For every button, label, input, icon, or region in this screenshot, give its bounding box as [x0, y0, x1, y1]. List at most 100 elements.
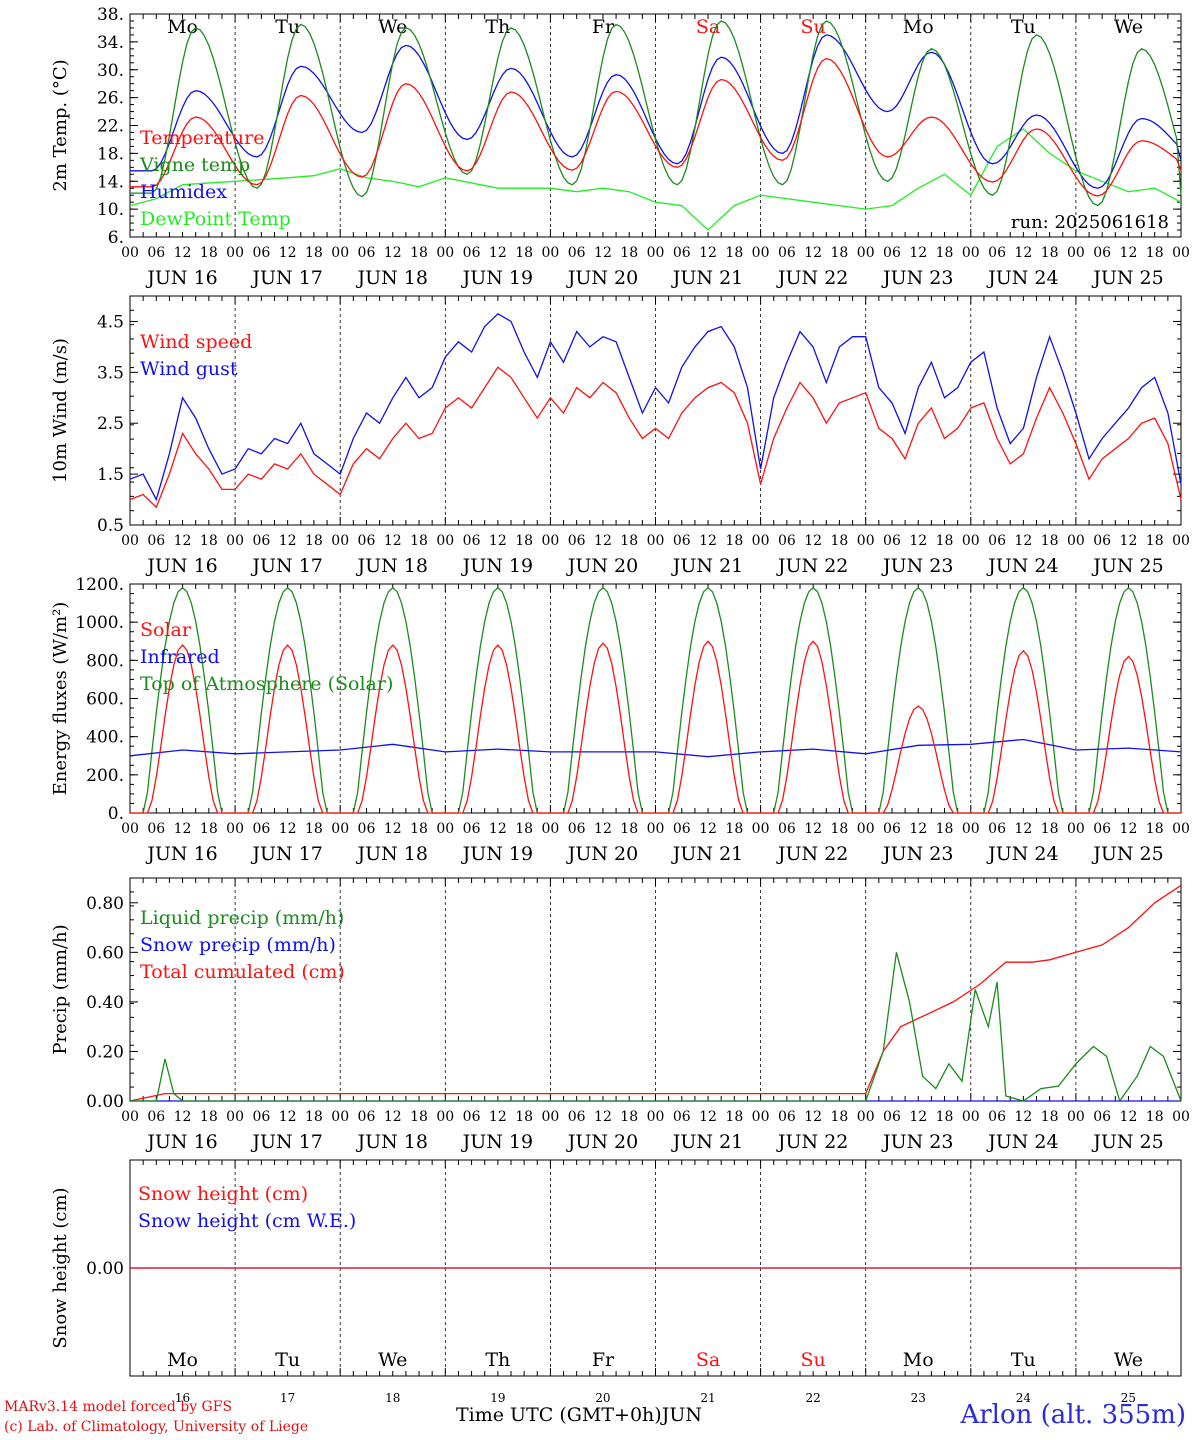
y-tick-label: 0. [108, 804, 124, 824]
hour-tick-label: 00 [752, 245, 770, 261]
day-label: JUN 24 [986, 843, 1058, 865]
hour-tick-label: 12 [909, 245, 927, 261]
hour-tick-label: 12 [1014, 821, 1032, 837]
day-label: JUN 24 [986, 555, 1058, 577]
hour-tick-label: 18 [305, 245, 323, 261]
hour-tick-label: 06 [147, 245, 165, 261]
hour-tick-label: 00 [331, 1109, 349, 1125]
series-line-vigne-temp [130, 20, 1182, 207]
day-label: JUN 23 [881, 267, 953, 289]
y-tick-label: 1200. [75, 575, 124, 595]
hour-tick-label: 12 [174, 245, 192, 261]
day-number-label: 23 [911, 1391, 926, 1405]
weekday-label: Su [801, 16, 826, 38]
hour-tick-label: 12 [909, 821, 927, 837]
legend-entry: DewPoint Temp [140, 208, 291, 230]
y-tick-label: 0.40 [86, 993, 124, 1013]
hour-tick-label: 00 [121, 821, 139, 837]
day-label: JUN 18 [356, 267, 428, 289]
hour-tick-label: 00 [1172, 821, 1190, 837]
y-tick-label: 14. [97, 172, 124, 192]
x-axis-title: Time UTC (GMT+0h) [456, 1404, 662, 1426]
hour-tick-label: 12 [489, 245, 507, 261]
hour-tick-label: 18 [936, 533, 954, 549]
hour-tick-label: 12 [279, 821, 297, 837]
hour-tick-label: 00 [857, 533, 875, 549]
hour-tick-label: 18 [1041, 245, 1059, 261]
weekday-label: Fr [592, 16, 615, 38]
hour-tick-label: 12 [909, 1109, 927, 1125]
hour-tick-label: 18 [305, 821, 323, 837]
day-label: JUN 17 [250, 267, 322, 289]
hour-tick-label: 00 [647, 533, 665, 549]
day-number-label: 19 [490, 1391, 505, 1405]
weekday-label: Mo [903, 1349, 934, 1371]
hour-tick-label: 06 [358, 821, 376, 837]
hour-tick-label: 00 [647, 1109, 665, 1125]
hour-tick-label: 06 [778, 1109, 796, 1125]
hour-tick-label: 18 [1041, 533, 1059, 549]
hour-tick-label: 00 [752, 533, 770, 549]
hour-tick-label: 12 [384, 821, 402, 837]
hour-tick-label: 06 [883, 821, 901, 837]
day-number-label: 22 [806, 1391, 821, 1405]
y-tick-label: 400. [86, 728, 124, 748]
weekday-label: Mo [167, 1349, 198, 1371]
hour-tick-label: 00 [962, 245, 980, 261]
day-label: JUN 17 [250, 555, 322, 577]
hour-tick-label: 00 [647, 821, 665, 837]
hour-tick-label: 00 [226, 533, 244, 549]
hour-tick-label: 12 [384, 533, 402, 549]
hour-tick-label: 12 [384, 245, 402, 261]
hour-tick-label: 06 [147, 1109, 165, 1125]
hour-tick-label: 18 [831, 245, 849, 261]
hour-tick-label: 00 [962, 1109, 980, 1125]
hour-tick-label: 00 [1172, 1109, 1190, 1125]
y-tick-label: 6. [108, 228, 124, 248]
hour-tick-label: 06 [463, 533, 481, 549]
hour-tick-label: 18 [725, 1109, 743, 1125]
hour-tick-label: 12 [909, 533, 927, 549]
day-number-label: 24 [1016, 1391, 1032, 1405]
hour-tick-label: 06 [778, 533, 796, 549]
lab-credit: (c) Lab. of Climatology, University of L… [4, 1419, 309, 1435]
hour-tick-label: 18 [1041, 821, 1059, 837]
y-tick-label: 0.60 [86, 943, 124, 963]
legend-entry: Total cumulated (cm) [140, 961, 345, 983]
hour-tick-label: 00 [331, 245, 349, 261]
day-label: JUN 22 [776, 267, 848, 289]
series-line-total-cumulated-cm- [129, 884, 1182, 1102]
day-label: JUN 24 [986, 267, 1058, 289]
hour-tick-label: 06 [988, 1109, 1006, 1125]
hour-tick-label: 18 [410, 1109, 428, 1125]
day-number-label: 21 [700, 1391, 715, 1405]
day-label: JUN 18 [356, 843, 428, 865]
hour-tick-label: 18 [410, 821, 428, 837]
hour-tick-label: 06 [778, 245, 796, 261]
hour-tick-label: 06 [252, 1109, 270, 1125]
hour-tick-label: 18 [1146, 821, 1164, 837]
hour-tick-label: 06 [568, 1109, 586, 1125]
hour-tick-label: 18 [515, 245, 533, 261]
hour-tick-label: 06 [252, 821, 270, 837]
hour-tick-label: 18 [305, 1109, 323, 1125]
hour-tick-label: 12 [699, 1109, 717, 1125]
hour-tick-label: 12 [279, 245, 297, 261]
hour-tick-label: 00 [1172, 245, 1190, 261]
day-label: JUN 17 [250, 1131, 322, 1153]
hour-tick-label: 06 [1093, 245, 1111, 261]
hour-tick-label: 18 [831, 533, 849, 549]
y-tick-label: 30. [97, 61, 124, 81]
hour-tick-label: 18 [620, 245, 638, 261]
weekday-label: We [1114, 16, 1143, 38]
hour-tick-label: 00 [541, 533, 559, 549]
day-label: JUN 19 [461, 1131, 533, 1153]
hour-tick-label: 00 [1172, 533, 1190, 549]
hour-tick-label: 06 [883, 533, 901, 549]
y-axis-label: Snow height (cm) [50, 1187, 71, 1348]
hour-tick-label: 06 [1093, 1109, 1111, 1125]
hour-tick-label: 06 [463, 821, 481, 837]
legend-entry: Top of Atmosphere (Solar) [140, 673, 393, 695]
hour-tick-label: 06 [463, 1109, 481, 1125]
hour-tick-label: 12 [594, 245, 612, 261]
